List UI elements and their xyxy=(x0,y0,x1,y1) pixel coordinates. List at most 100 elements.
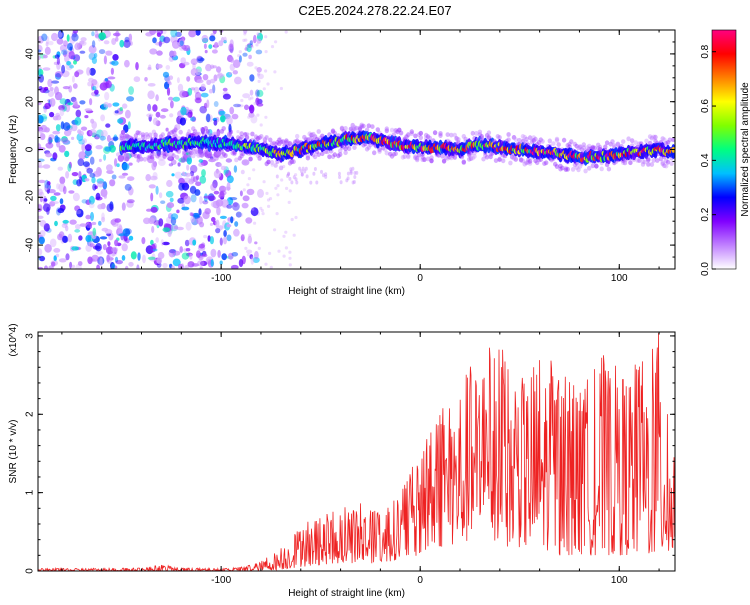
ridge-cell xyxy=(307,131,312,137)
ridge-cell xyxy=(239,131,244,137)
noise-cell xyxy=(204,208,211,215)
ridge-cell xyxy=(264,161,269,167)
noise-cell xyxy=(67,233,73,243)
noise-cell xyxy=(242,93,251,99)
noise-cell xyxy=(177,83,184,92)
ridge-cell xyxy=(176,149,182,154)
noise-cell xyxy=(90,211,94,221)
noise-cell xyxy=(179,40,184,46)
noise-cell xyxy=(204,49,208,54)
ridge-cell xyxy=(398,130,404,136)
ridge-cell xyxy=(585,145,590,151)
noise-cell xyxy=(184,264,189,269)
noise-cell xyxy=(152,104,158,112)
noise-cell xyxy=(76,208,84,218)
noise-cell xyxy=(256,89,264,97)
noise-cell xyxy=(264,35,268,39)
ridge-cell xyxy=(158,134,164,140)
ridge-cell xyxy=(461,134,466,139)
ridge-cell xyxy=(454,136,459,141)
ridge-cell xyxy=(325,149,330,155)
noise-cell xyxy=(183,61,190,66)
ridge-cell xyxy=(287,141,293,146)
noise-cell xyxy=(115,36,119,42)
noise-cell xyxy=(195,181,202,187)
ridge-cell xyxy=(196,153,201,159)
ridge-cell xyxy=(420,157,425,163)
ridge-cell xyxy=(169,151,174,157)
ridge-cell xyxy=(316,152,321,158)
ridge-cell xyxy=(370,124,375,129)
noise-cell xyxy=(181,252,190,260)
noise-cell xyxy=(102,181,108,190)
noise-cell xyxy=(104,91,110,101)
noise-cell xyxy=(81,142,86,152)
ridge-cell xyxy=(538,137,543,143)
noise-cell xyxy=(256,113,260,117)
noise-cell xyxy=(136,159,141,163)
noise-cell xyxy=(256,38,262,44)
noise-cell xyxy=(46,181,51,186)
ridge-cell xyxy=(302,134,307,140)
noise-cell xyxy=(72,83,78,89)
noise-cell xyxy=(54,220,58,227)
ridge-cell xyxy=(424,136,429,142)
ridge-cell xyxy=(416,132,422,138)
noise-cell xyxy=(75,224,81,230)
noise-cell xyxy=(249,40,253,45)
ridge-cell xyxy=(124,133,130,139)
ridge-cell xyxy=(187,153,192,159)
ridge-cell xyxy=(520,138,526,144)
noise-cell xyxy=(275,212,279,216)
noise-cell xyxy=(71,172,79,177)
ridge-cell xyxy=(266,159,271,165)
ridge-cell xyxy=(330,154,336,160)
noise-cell xyxy=(44,127,50,133)
noise-cell xyxy=(200,83,206,91)
noise-cell xyxy=(267,204,271,208)
noise-cell xyxy=(110,67,114,75)
noise-cell xyxy=(68,190,75,194)
noise-cell xyxy=(38,74,44,83)
ridge-cell xyxy=(327,154,332,160)
noise-cell xyxy=(192,63,196,70)
ridge-cell xyxy=(207,153,212,159)
ridge-cell xyxy=(671,137,675,143)
noise-cell xyxy=(179,246,183,253)
ridge-cell xyxy=(237,155,242,161)
ridge-cell xyxy=(287,160,293,166)
ridge-cell xyxy=(651,134,656,140)
noise-cell xyxy=(51,201,59,205)
ridge-cell xyxy=(151,129,157,135)
noise-cell xyxy=(304,166,308,171)
noise-cell xyxy=(148,217,155,225)
noise-cell xyxy=(165,65,171,70)
ridge-cell xyxy=(372,150,377,156)
ridge-cell xyxy=(312,134,318,140)
ridge-cell xyxy=(592,145,597,151)
noise-cell xyxy=(67,163,72,172)
ridge-cell xyxy=(119,137,124,142)
noise-cell xyxy=(309,180,313,185)
noise-cell xyxy=(103,40,110,45)
snr-series-line xyxy=(38,333,675,571)
ridge-cell xyxy=(649,162,655,167)
noise-cell xyxy=(189,253,193,260)
noise-cell xyxy=(213,101,219,107)
noise-cell xyxy=(276,193,280,197)
colorbar-tick-label: 0.6 xyxy=(700,99,711,113)
noise-cell xyxy=(234,221,239,227)
ridge-cell xyxy=(626,136,631,142)
ridge-cell xyxy=(309,135,314,141)
noise-cell xyxy=(312,171,316,176)
noise-cell xyxy=(229,106,235,115)
noise-cell xyxy=(226,224,232,228)
ridge-cell xyxy=(529,139,535,145)
noise-cell xyxy=(74,116,82,126)
noise-cell xyxy=(75,42,80,49)
ridge-cell xyxy=(278,139,284,145)
noise-cell xyxy=(56,57,61,65)
noise-cell xyxy=(264,69,268,73)
noise-cell xyxy=(244,132,250,136)
ridge-cell xyxy=(531,135,536,141)
